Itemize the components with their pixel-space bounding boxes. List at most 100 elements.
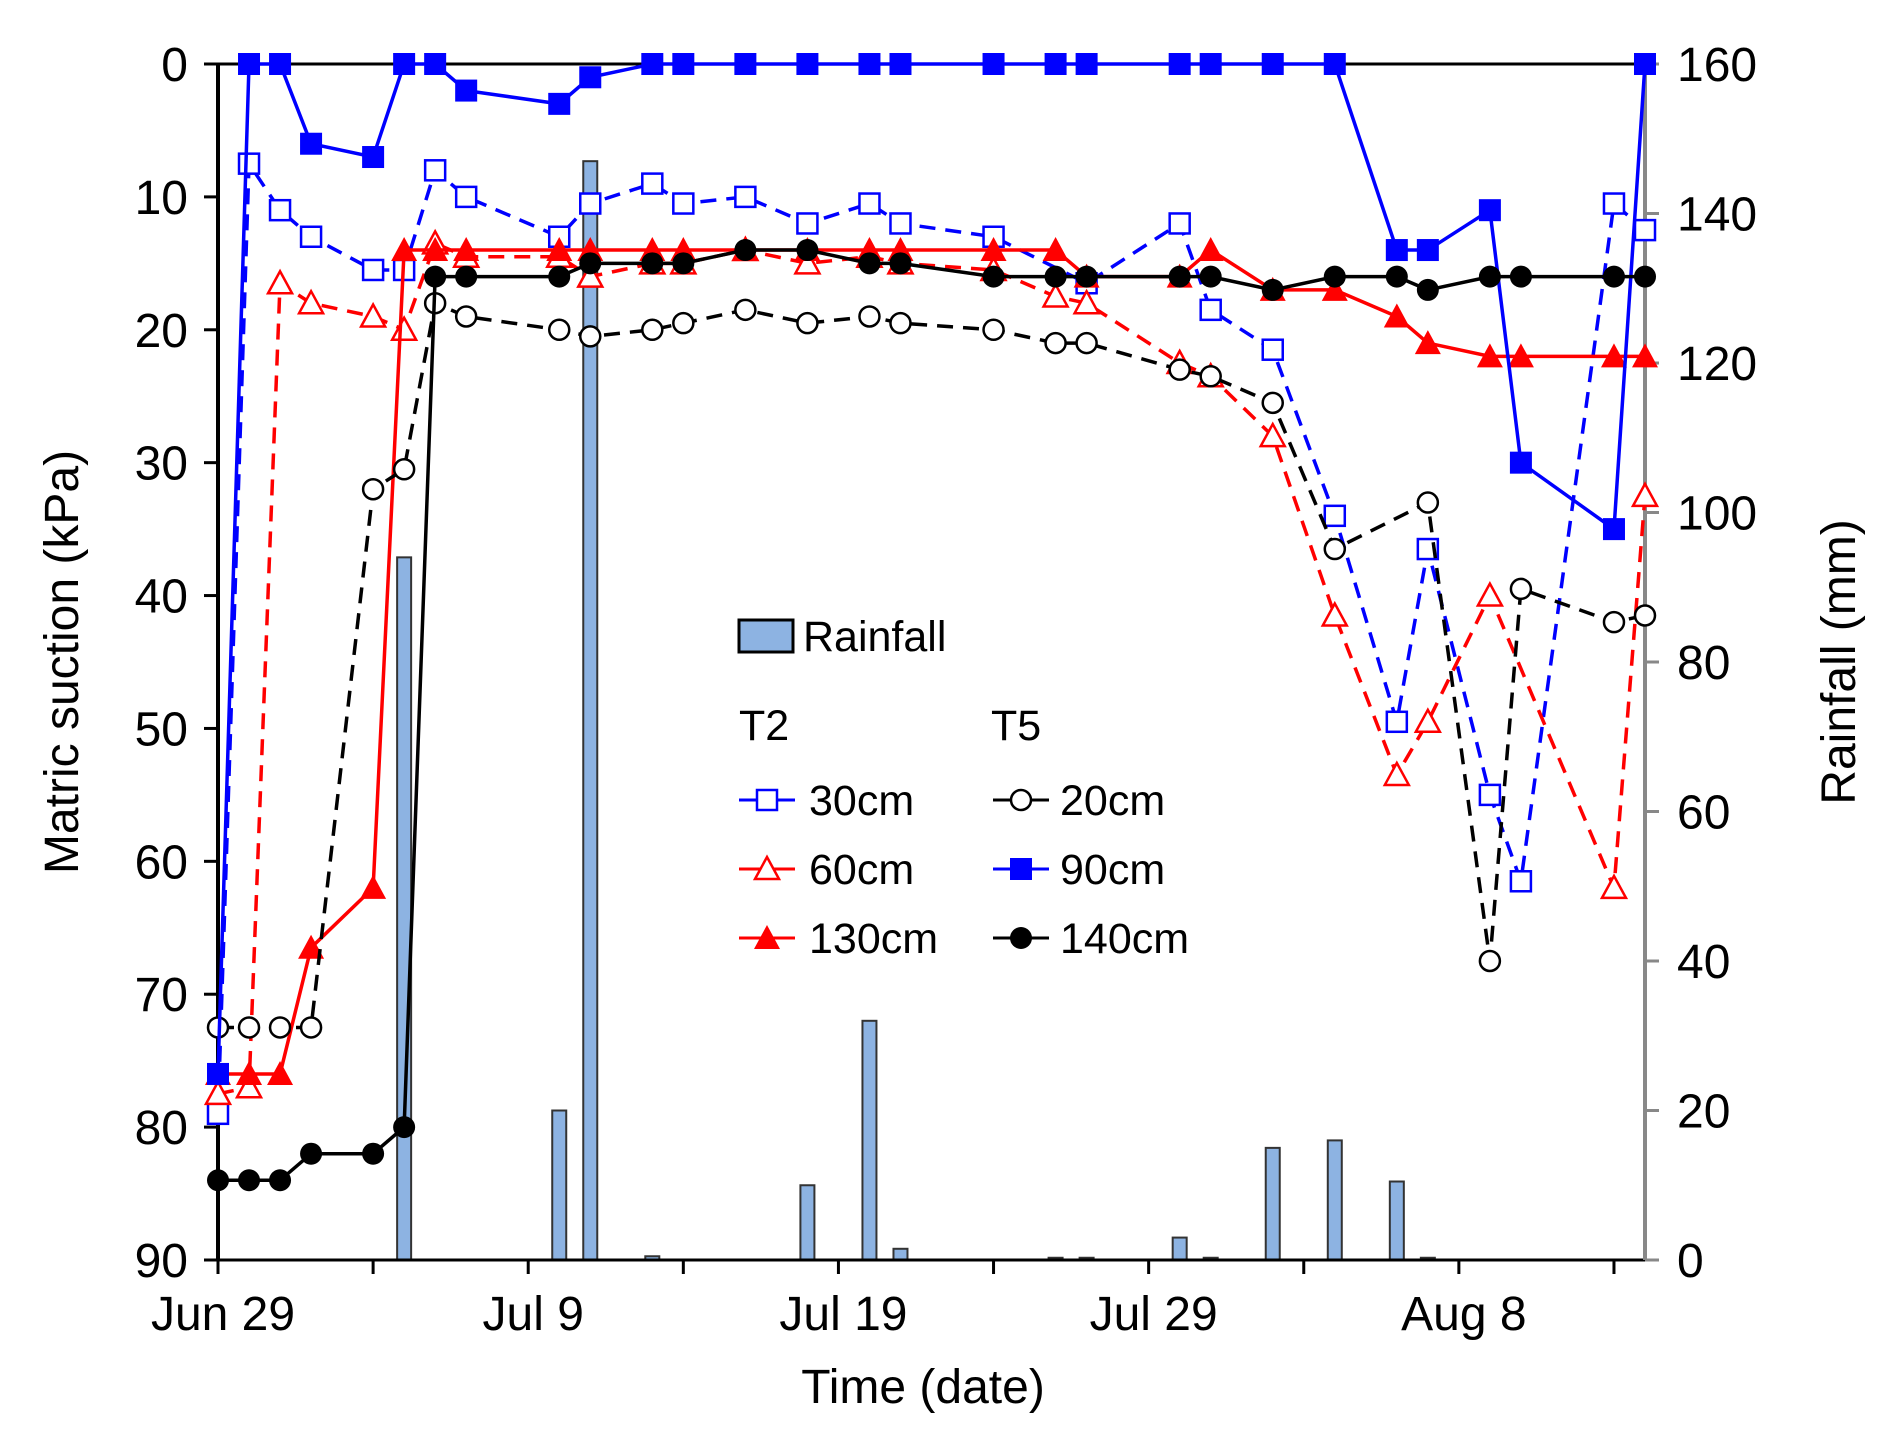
data-point-130cm xyxy=(391,237,418,262)
data-point-60cm xyxy=(793,248,822,275)
data-point-20cm xyxy=(1199,365,1222,388)
data-point-140cm xyxy=(1168,265,1191,288)
rainfall-bar xyxy=(396,556,413,1261)
data-point-90cm xyxy=(1478,199,1501,222)
y-tick-label: 50 xyxy=(135,703,188,756)
data-point-140cm xyxy=(1478,265,1501,288)
legend-entry-30cm: 30cm xyxy=(739,777,914,825)
data-point-130cm xyxy=(1414,330,1441,355)
data-point-60cm xyxy=(1320,600,1349,627)
data-point-90cm xyxy=(734,53,757,75)
data-point-20cm xyxy=(1168,358,1191,381)
series-140cm xyxy=(207,239,1656,1192)
x-tick-label: Aug 8 xyxy=(1401,1288,1526,1341)
data-point-90cm xyxy=(1075,53,1098,75)
data-point-140cm xyxy=(424,265,447,288)
data-point-20cm xyxy=(579,325,602,348)
data-point-30cm xyxy=(1261,338,1284,361)
data-point-60cm xyxy=(1630,481,1660,508)
rainfall-bar xyxy=(551,1109,568,1261)
x-tick-label: Jul 9 xyxy=(483,1288,584,1341)
data-point-90cm xyxy=(362,146,385,169)
legend-rainfall-label: Rainfall xyxy=(803,613,946,661)
data-point-140cm xyxy=(548,265,571,288)
y2-tick-label: 160 xyxy=(1677,39,1757,92)
y-tick-label: 20 xyxy=(135,305,188,358)
data-point-20cm xyxy=(641,318,664,342)
data-point-20cm xyxy=(1602,610,1626,634)
data-point-130cm xyxy=(1600,343,1627,368)
data-point-60cm xyxy=(1072,288,1101,315)
data-point-20cm xyxy=(1075,331,1098,355)
data-point-30cm xyxy=(641,172,664,195)
data-point-20cm xyxy=(237,1016,261,1039)
data-point-30cm xyxy=(206,1102,230,1126)
data-point-130cm xyxy=(453,237,480,262)
data-point-20cm xyxy=(268,1016,292,1039)
data-point-60cm xyxy=(1258,421,1287,448)
data-point-60cm xyxy=(390,315,419,342)
data-point-90cm xyxy=(579,66,602,89)
data-point-60cm xyxy=(1382,760,1411,787)
data-point-90cm xyxy=(424,53,447,75)
data-point-90cm xyxy=(455,79,478,102)
legend-marker xyxy=(755,788,779,812)
data-point-20cm xyxy=(299,1016,323,1039)
data-point-20cm xyxy=(454,305,478,328)
data-point-130cm xyxy=(1632,343,1658,368)
data-point-60cm xyxy=(1475,580,1504,607)
legend-entry-60cm: 60cm xyxy=(739,846,914,894)
rainfall-bar xyxy=(799,1184,816,1261)
y2-tick-label: 60 xyxy=(1677,787,1730,840)
y2-tick-label: 80 xyxy=(1677,637,1730,690)
x-tick-label: Jul 29 xyxy=(1090,1288,1218,1341)
rainfall-bar xyxy=(1171,1236,1188,1261)
data-point-20cm xyxy=(1509,577,1533,601)
data-point-30cm xyxy=(1323,504,1347,528)
data-point-90cm xyxy=(982,53,1005,75)
data-point-60cm xyxy=(265,268,295,295)
legend-marker xyxy=(1010,927,1032,949)
data-point-90cm xyxy=(1168,53,1191,75)
data-point-20cm xyxy=(361,477,385,501)
legend: Rainfall T2 T5 30cm 60cm 130cm 20cm 90cm 140c… xyxy=(737,613,1189,963)
data-point-20cm xyxy=(889,311,912,335)
legend-label-130cm: 130cm xyxy=(809,915,938,963)
data-point-90cm xyxy=(1261,53,1284,75)
data-point-20cm xyxy=(1044,331,1067,355)
y-tick-label: 60 xyxy=(135,836,188,889)
y2-axis-title: Rainfall (mm) xyxy=(1813,519,1866,804)
data-point-140cm xyxy=(207,1169,229,1192)
data-point-90cm xyxy=(1416,239,1439,262)
data-point-20cm xyxy=(547,318,571,342)
y-tick-label: 40 xyxy=(135,571,188,624)
rainfall-bar xyxy=(1388,1180,1405,1261)
data-point-30cm xyxy=(423,159,447,182)
series-line-60cm xyxy=(217,241,1647,1096)
legend-group-t2: T2 xyxy=(739,702,789,750)
series-90cm xyxy=(207,53,1656,1085)
data-point-130cm xyxy=(422,237,449,262)
legend-marker xyxy=(752,854,782,881)
data-point-20cm xyxy=(1416,491,1440,514)
data-point-140cm xyxy=(579,252,602,275)
data-point-140cm xyxy=(455,265,478,288)
data-point-60cm xyxy=(1599,873,1629,900)
data-point-140cm xyxy=(982,265,1005,288)
data-point-140cm xyxy=(1416,278,1439,301)
x-tick-label: Jul 19 xyxy=(779,1288,907,1341)
data-point-90cm xyxy=(641,53,664,75)
y2-tick-label: 40 xyxy=(1677,936,1730,989)
data-point-140cm xyxy=(889,252,912,275)
data-point-30cm xyxy=(1199,298,1222,322)
data-point-20cm xyxy=(392,458,416,481)
data-point-30cm xyxy=(268,198,292,222)
legend-entry-140cm: 140cm xyxy=(993,915,1189,963)
data-point-130cm xyxy=(360,874,387,899)
data-point-130cm xyxy=(546,237,573,262)
data-point-140cm xyxy=(1044,265,1067,288)
y2-tick-label: 0 xyxy=(1677,1235,1704,1288)
data-point-140cm xyxy=(1261,278,1284,301)
y-tick-label: 30 xyxy=(135,438,188,491)
